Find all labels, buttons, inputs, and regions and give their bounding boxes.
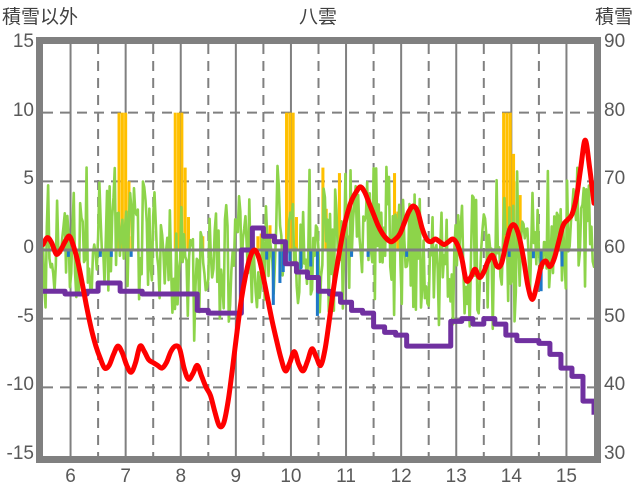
bar-orange [393,173,397,250]
bar-orange [288,112,292,251]
bar-orange [183,167,187,250]
bar-orange [285,112,289,251]
xtick-label: 12 [390,466,412,487]
bar-orange [180,112,184,251]
bar-blue [299,250,303,270]
bar-blue [129,250,133,257]
ytick-label-right: 80 [604,99,626,121]
ytick-label-left: 5 [23,168,34,190]
ytick-label-left: 15 [12,31,34,52]
xtick-label: 7 [120,466,131,487]
bar-blue [265,250,269,260]
bar-orange [186,217,190,250]
chart-title: 八雲 [298,7,337,28]
ytick-label-left: -15 [6,443,34,464]
xtick-label: 8 [175,466,187,487]
bar-orange [294,217,298,250]
ytick-label-right: 40 [604,374,626,396]
ytick-label-left: 0 [23,237,34,258]
bar-orange [117,112,121,251]
bar-blue [405,250,409,257]
bar-blue [66,250,70,257]
bar-orange [518,195,522,250]
ytick-label-left: 10 [12,99,34,121]
bar-blue [288,250,292,261]
bar-orange [508,112,512,251]
bar-orange [177,112,181,251]
bar-blue [350,250,354,257]
right-axis-title: 積雪 [594,7,633,28]
bar-blue [278,250,282,283]
ytick-label-right: 60 [604,237,626,258]
bar-blue [560,250,564,267]
series-line-purple [43,225,597,415]
bar-blue [366,250,370,257]
bar-blue [531,250,535,259]
bar-orange [256,236,260,250]
bar-orange [124,112,128,251]
ytick-label-left: -10 [6,374,34,396]
xtick-label: 14 [500,466,522,487]
xtick-label: 10 [280,466,302,487]
bar-orange [512,153,516,250]
ytick-label-left: -5 [17,305,34,327]
bar-orange [502,112,506,251]
ytick-label-right: 90 [604,31,626,52]
bar-orange [337,173,341,250]
bar-blue [507,250,511,257]
xtick-label: 9 [230,466,242,487]
ytick-label-right: 70 [604,168,626,190]
ytick-label-right: 30 [604,443,626,464]
bar-orange [120,112,124,251]
xtick-label: 13 [445,466,467,487]
xtick-label: 11 [336,466,356,487]
bar-orange [505,112,509,251]
bar-orange [291,112,295,251]
xtick-label: 15 [555,466,577,487]
left-axis-title: 積雪以外 [2,7,79,28]
bar-blue [309,250,313,267]
series-line-red [40,137,597,430]
bar-orange [173,112,177,251]
axis-frame [36,37,601,463]
bar-blue [109,250,113,257]
bar-blue [271,250,275,305]
xtick-label: 6 [65,466,76,487]
ytick-label-right: 50 [604,305,626,327]
bar-blue [98,250,102,257]
